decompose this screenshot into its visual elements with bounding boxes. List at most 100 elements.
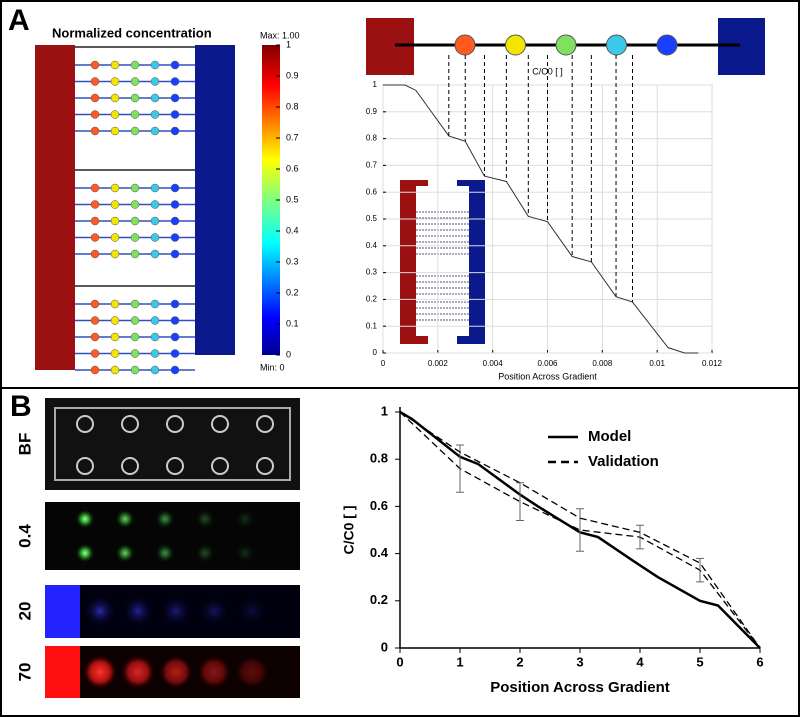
y-tick-label: 0.4 [366,241,378,250]
x-tick-label: 5 [696,654,703,669]
bf-well [121,415,139,433]
x-axis-label: Position Across Gradient [498,371,597,381]
y-axis-label: C/C0 [ ] [341,506,357,555]
well [90,60,100,70]
well [130,183,140,193]
colorbar-tick-label: 0.9 [286,70,299,80]
series-line [399,411,761,649]
x-tick-label: 2 [516,654,523,669]
x-tick-label: 0.008 [592,359,613,368]
well [130,126,140,136]
micrograph-label: 0.4 [15,524,34,548]
error-bar [696,557,704,583]
well [170,216,180,226]
well [150,316,160,325]
fl-well [195,509,215,529]
well [606,34,627,56]
well [110,60,120,70]
y-tick-label: 0.3 [366,268,378,277]
fl-well [75,543,95,563]
well [90,93,100,103]
fl-well [155,509,175,529]
y-tick-label: 0 [373,348,378,357]
x-tick-label: 1 [456,654,463,669]
bf-channel [54,407,291,481]
y-tick-label: 0.7 [366,161,378,170]
fl-well [115,543,135,563]
x-tick-label: 0.006 [537,359,558,368]
inset-source [400,180,428,344]
colorbar-tick-label: 0.8 [286,101,299,111]
fl-well [115,509,135,529]
colorbar-min: Min: 0 [260,362,285,372]
well [110,93,120,103]
well [130,77,140,86]
well [90,200,100,209]
panel-label: B [10,390,32,423]
colorbar-tick-label: 0.5 [286,194,299,204]
x-tick-label: 4 [636,654,644,669]
well [150,60,160,70]
colorbar-tick-label: 0.2 [286,287,299,297]
x-tick-label: 0.012 [702,359,723,368]
colorbar-tick-label: 0.7 [286,132,299,142]
fl-well [236,595,268,627]
well [110,200,120,209]
fl-well [83,655,117,689]
legend-label: Validation [588,453,659,470]
inset-device [400,180,485,344]
well [170,126,180,136]
well [150,126,160,136]
colorbar-tick-label: 0.1 [286,318,299,328]
well [170,316,180,325]
well [150,249,160,259]
well [130,93,140,103]
well [110,183,120,193]
well [150,299,160,309]
well [150,77,160,86]
y-tick-label: 0.8 [370,451,388,466]
y-tick-label: 1 [381,403,388,418]
well [90,332,100,342]
well [110,299,120,309]
well [150,216,160,226]
source-reservoir [35,45,75,370]
well [110,332,120,342]
well [150,233,160,242]
well [170,299,180,309]
well [90,299,100,309]
y-tick-label: 0.2 [366,295,378,304]
x-tick-label: 0 [396,654,403,669]
well [90,349,100,358]
well [170,110,180,119]
series-line [383,84,699,354]
bf-well [211,415,229,433]
well [150,332,160,342]
colorbar-tick-label: 0.4 [286,225,299,235]
well [170,183,180,193]
well [170,365,180,375]
well [130,332,140,342]
micrograph-label: 20 [15,602,34,621]
x-tick-label: 0.002 [428,359,449,368]
well [170,200,180,209]
well [110,126,120,136]
well [170,332,180,342]
fl-well [160,595,192,627]
micrograph-label: 70 [15,663,34,682]
error-bar [576,508,584,552]
bf-well [211,457,229,475]
well [150,349,160,358]
fl-well [198,595,230,627]
well [170,249,180,259]
well [170,93,180,103]
well [130,249,140,259]
error-bar [456,444,464,493]
fl-well [235,655,269,689]
well [90,110,100,119]
well [110,316,120,325]
x-tick-label: 6 [756,654,763,669]
well [130,60,140,70]
y-tick-label: 0 [381,639,388,654]
fl-well [235,543,255,563]
